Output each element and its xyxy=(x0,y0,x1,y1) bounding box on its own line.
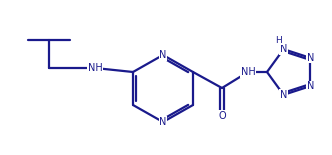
Text: N: N xyxy=(280,44,287,54)
Text: NH: NH xyxy=(88,63,102,73)
Text: H: H xyxy=(275,36,282,45)
Text: N: N xyxy=(280,90,287,100)
Text: NH: NH xyxy=(241,67,255,77)
Text: N: N xyxy=(159,50,167,60)
Text: N: N xyxy=(159,117,167,127)
Text: N: N xyxy=(307,53,314,63)
Text: O: O xyxy=(218,111,226,121)
Text: N: N xyxy=(307,81,314,91)
